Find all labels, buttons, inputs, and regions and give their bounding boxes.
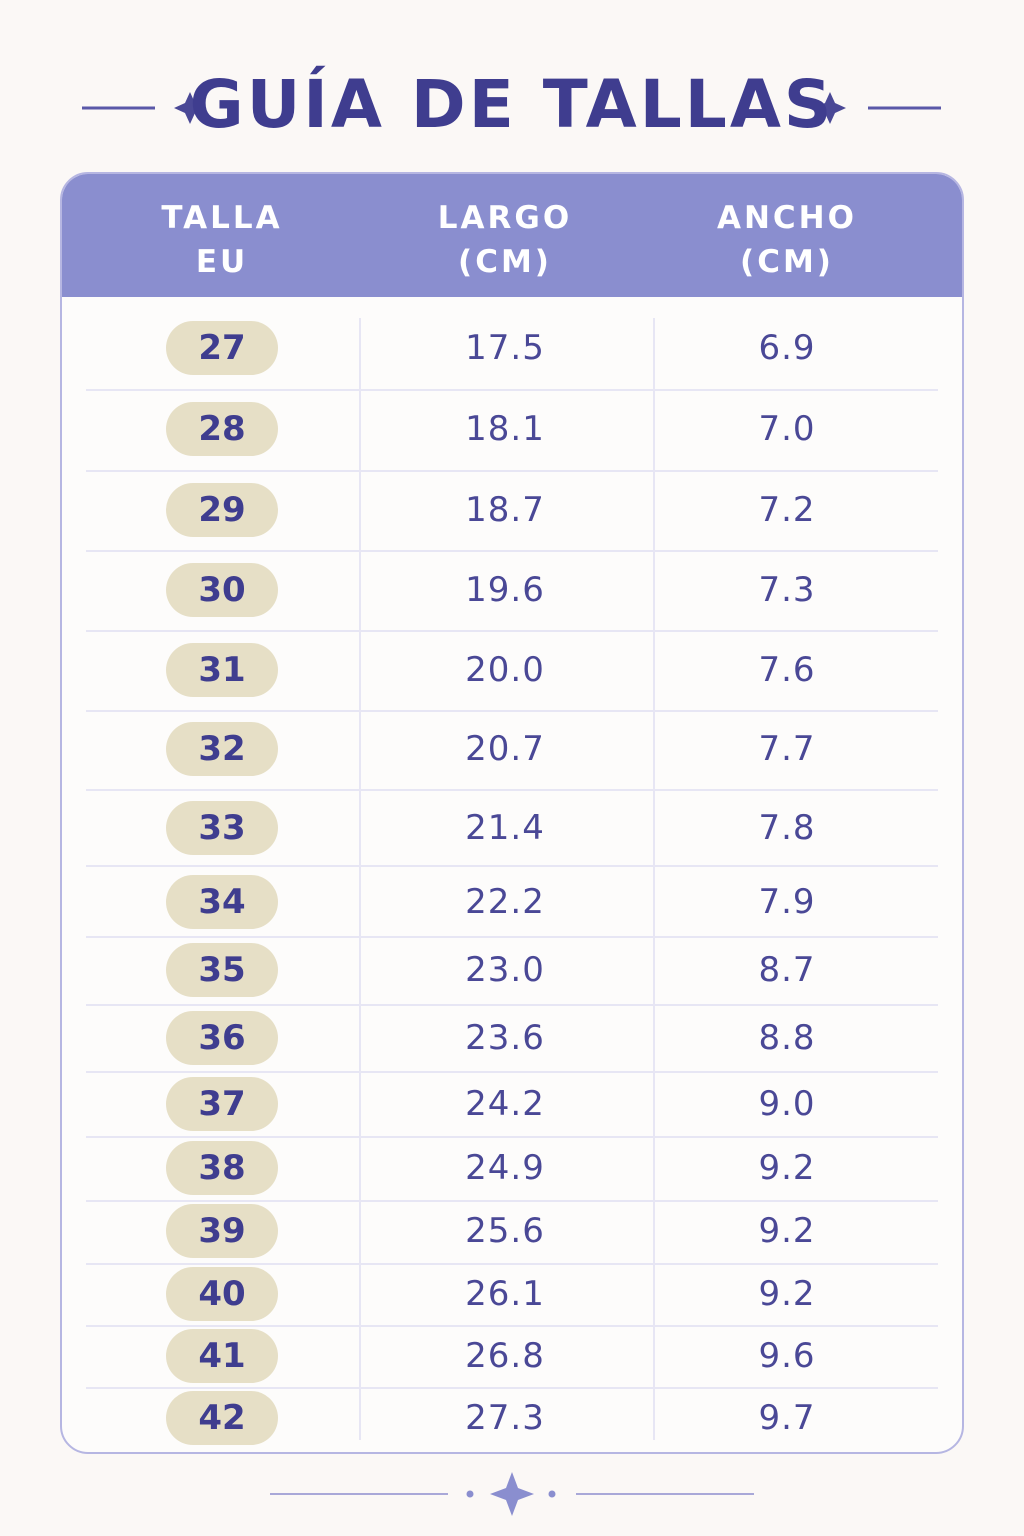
row-divider (86, 1325, 938, 1327)
measure-cell: 8.7 (758, 950, 816, 990)
measure-cell: 9.2 (758, 1274, 816, 1314)
size-badge: 37 (166, 1077, 278, 1131)
measure-cell: 9.7 (758, 1398, 816, 1438)
measure-cell: 25.6 (465, 1211, 545, 1251)
measure-cell: 26.1 (465, 1274, 545, 1314)
ornament-star (490, 1472, 534, 1516)
size-badge: 28 (166, 402, 278, 456)
row-divider (86, 710, 938, 712)
measure-cell: 7.7 (758, 729, 816, 769)
size-badge: 40 (166, 1267, 278, 1321)
measure-cell: 20.7 (465, 729, 545, 769)
measure-cell: 24.2 (465, 1084, 545, 1124)
measure-cell: 27.3 (465, 1398, 545, 1438)
size-badge: 41 (166, 1329, 278, 1383)
measure-cell: 9.2 (758, 1148, 816, 1188)
measure-cell: 9.2 (758, 1211, 816, 1251)
measure-cell: 20.0 (465, 650, 545, 690)
table-header (62, 174, 962, 297)
row-divider (86, 865, 938, 867)
size-badge: 42 (166, 1391, 278, 1445)
column-header: LARGO (CM) (437, 200, 573, 280)
column-divider (359, 318, 361, 1440)
measure-cell: 18.1 (465, 409, 545, 449)
size-badge: 38 (166, 1141, 278, 1195)
row-divider (86, 470, 938, 472)
row-divider (86, 1387, 938, 1389)
size-badge: 32 (166, 722, 278, 776)
measure-cell: 22.2 (465, 882, 545, 922)
measure-cell: 7.3 (758, 570, 816, 610)
measure-cell: 8.8 (758, 1018, 816, 1058)
measure-cell: 21.4 (465, 808, 545, 848)
row-divider (86, 389, 938, 391)
row-divider (86, 1263, 938, 1265)
measure-cell: 9.6 (758, 1336, 816, 1376)
measure-cell: 7.9 (758, 882, 816, 922)
ornament-dot (548, 1490, 556, 1498)
row-divider (86, 1071, 938, 1073)
size-badge: 35 (166, 943, 278, 997)
size-badge: 31 (166, 643, 278, 697)
size-badge: 33 (166, 801, 278, 855)
measure-cell: 7.8 (758, 808, 816, 848)
ornament-dot (466, 1490, 474, 1498)
row-divider (86, 1136, 938, 1138)
size-badge: 29 (166, 483, 278, 537)
row-divider (86, 1200, 938, 1202)
row-divider (86, 789, 938, 791)
measure-cell: 6.9 (758, 328, 816, 368)
size-badge: 30 (166, 563, 278, 617)
column-header: ANCHO (CM) (717, 200, 857, 280)
measure-cell: 23.0 (465, 950, 545, 990)
row-divider (86, 550, 938, 552)
size-badge: 36 (166, 1011, 278, 1065)
column-divider (653, 318, 655, 1440)
measure-cell: 9.0 (758, 1084, 816, 1124)
size-badge: 39 (166, 1204, 278, 1258)
size-badge: 27 (166, 321, 278, 375)
size-badge: 34 (166, 875, 278, 929)
page-title: GUÍA DE TALLAS (189, 66, 835, 143)
ornament-star (814, 92, 846, 124)
row-divider (86, 630, 938, 632)
measure-cell: 18.7 (465, 490, 545, 530)
measure-cell: 7.2 (758, 490, 816, 530)
measure-cell: 19.6 (465, 570, 545, 610)
size-table: TALLA EU LARGO (CM) ANCHO (CM) 27 17.5 6.9 28 1… (60, 172, 964, 1454)
measure-cell: 17.5 (465, 328, 545, 368)
ornament-star (174, 92, 206, 124)
column-header: TALLA EU (161, 200, 283, 280)
measure-cell: 26.8 (465, 1336, 545, 1376)
measure-cell: 24.9 (465, 1148, 545, 1188)
measure-cell: 7.6 (758, 650, 816, 690)
measure-cell: 23.6 (465, 1018, 545, 1058)
row-divider (86, 1004, 938, 1006)
measure-cell: 7.0 (758, 409, 816, 449)
row-divider (86, 936, 938, 938)
